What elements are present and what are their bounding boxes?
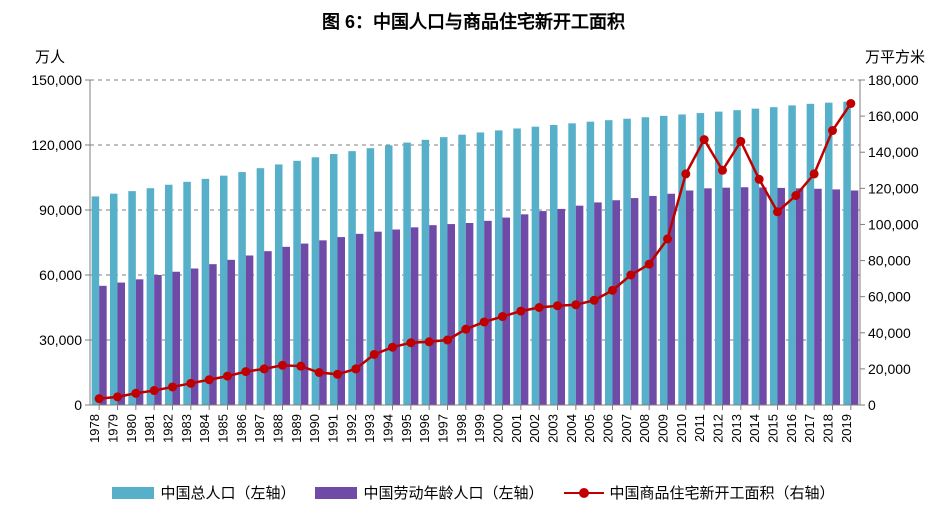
svg-text:1986: 1986 [234,414,249,443]
svg-text:2009: 2009 [656,414,671,443]
svg-text:60,000: 60,000 [39,267,82,283]
legend: 中国总人口（左轴） 中国劳动年龄人口（左轴） 中国商品住宅新开工面积（右轴） [0,482,947,503]
svg-text:2002: 2002 [527,414,542,443]
svg-text:100,000: 100,000 [868,216,919,232]
svg-text:1984: 1984 [197,414,212,443]
svg-text:60,000: 60,000 [868,289,911,305]
svg-text:120,000: 120,000 [868,180,919,196]
svg-text:1989: 1989 [289,414,304,443]
svg-text:2016: 2016 [784,414,799,443]
svg-text:2007: 2007 [619,414,634,443]
legend-item-housing-starts: 中国商品住宅新开工面积（右轴） [564,482,835,503]
svg-text:1994: 1994 [381,414,396,443]
svg-text:万平方米: 万平方米 [865,49,925,66]
svg-text:1996: 1996 [417,414,432,443]
svg-text:2005: 2005 [582,414,597,443]
legend-swatch-bar [112,487,154,499]
svg-text:2003: 2003 [546,414,561,443]
svg-text:2001: 2001 [509,414,524,443]
svg-text:2014: 2014 [747,414,762,443]
svg-text:1979: 1979 [106,414,121,443]
svg-text:2004: 2004 [564,414,579,443]
svg-text:1985: 1985 [216,414,231,443]
legend-label: 中国商品住宅新开工面积（右轴） [610,482,835,503]
svg-text:1982: 1982 [161,414,176,443]
svg-text:1987: 1987 [252,414,267,443]
svg-text:1998: 1998 [454,414,469,443]
legend-item-total-pop: 中国总人口（左轴） [112,482,295,503]
svg-text:1981: 1981 [142,414,157,443]
svg-text:2012: 2012 [711,414,726,443]
svg-text:2013: 2013 [729,414,744,443]
svg-text:1978: 1978 [87,414,102,443]
legend-swatch-line [564,486,604,500]
svg-text:2011: 2011 [692,414,707,442]
chart-container: { "chart": { "type": "bar+line-dual-axis… [0,0,947,509]
svg-text:万人: 万人 [35,49,65,66]
svg-text:1980: 1980 [124,414,139,443]
svg-text:150,000: 150,000 [31,72,82,88]
svg-text:2000: 2000 [491,414,506,443]
svg-text:1993: 1993 [362,414,377,443]
svg-text:2008: 2008 [637,414,652,443]
svg-text:1997: 1997 [436,414,451,443]
svg-text:1992: 1992 [344,414,359,443]
legend-label: 中国劳动年龄人口（左轴） [363,482,543,503]
svg-text:0: 0 [868,397,876,413]
svg-text:40,000: 40,000 [868,325,911,341]
svg-text:0: 0 [74,397,82,413]
legend-swatch-bar [315,487,357,499]
svg-text:1999: 1999 [472,414,487,443]
svg-text:180,000: 180,000 [868,72,919,88]
legend-label: 中国总人口（左轴） [160,482,295,503]
svg-text:90,000: 90,000 [39,202,82,218]
chart-title: 图 6：中国人口与商品住宅新开工面积 [0,8,947,34]
chart-plot: 万人 万平方米 0 30,000 60,000 90,000 120,000 150,000 0… [0,40,947,480]
svg-text:1990: 1990 [307,414,322,443]
svg-text:1988: 1988 [271,414,286,443]
svg-text:80,000: 80,000 [868,253,911,269]
svg-text:20,000: 20,000 [868,361,911,377]
svg-text:2006: 2006 [601,414,616,443]
svg-text:160,000: 160,000 [868,108,919,124]
svg-text:30,000: 30,000 [39,332,82,348]
svg-text:2015: 2015 [766,414,781,443]
svg-text:2010: 2010 [674,414,689,443]
svg-text:1991: 1991 [326,414,341,443]
svg-text:140,000: 140,000 [868,144,919,160]
svg-text:1983: 1983 [179,414,194,443]
svg-text:2019: 2019 [839,414,854,443]
legend-item-labor-pop: 中国劳动年龄人口（左轴） [315,482,543,503]
svg-text:120,000: 120,000 [31,137,82,153]
svg-text:1995: 1995 [399,414,414,443]
svg-text:2017: 2017 [802,414,817,443]
svg-text:2018: 2018 [821,414,836,443]
